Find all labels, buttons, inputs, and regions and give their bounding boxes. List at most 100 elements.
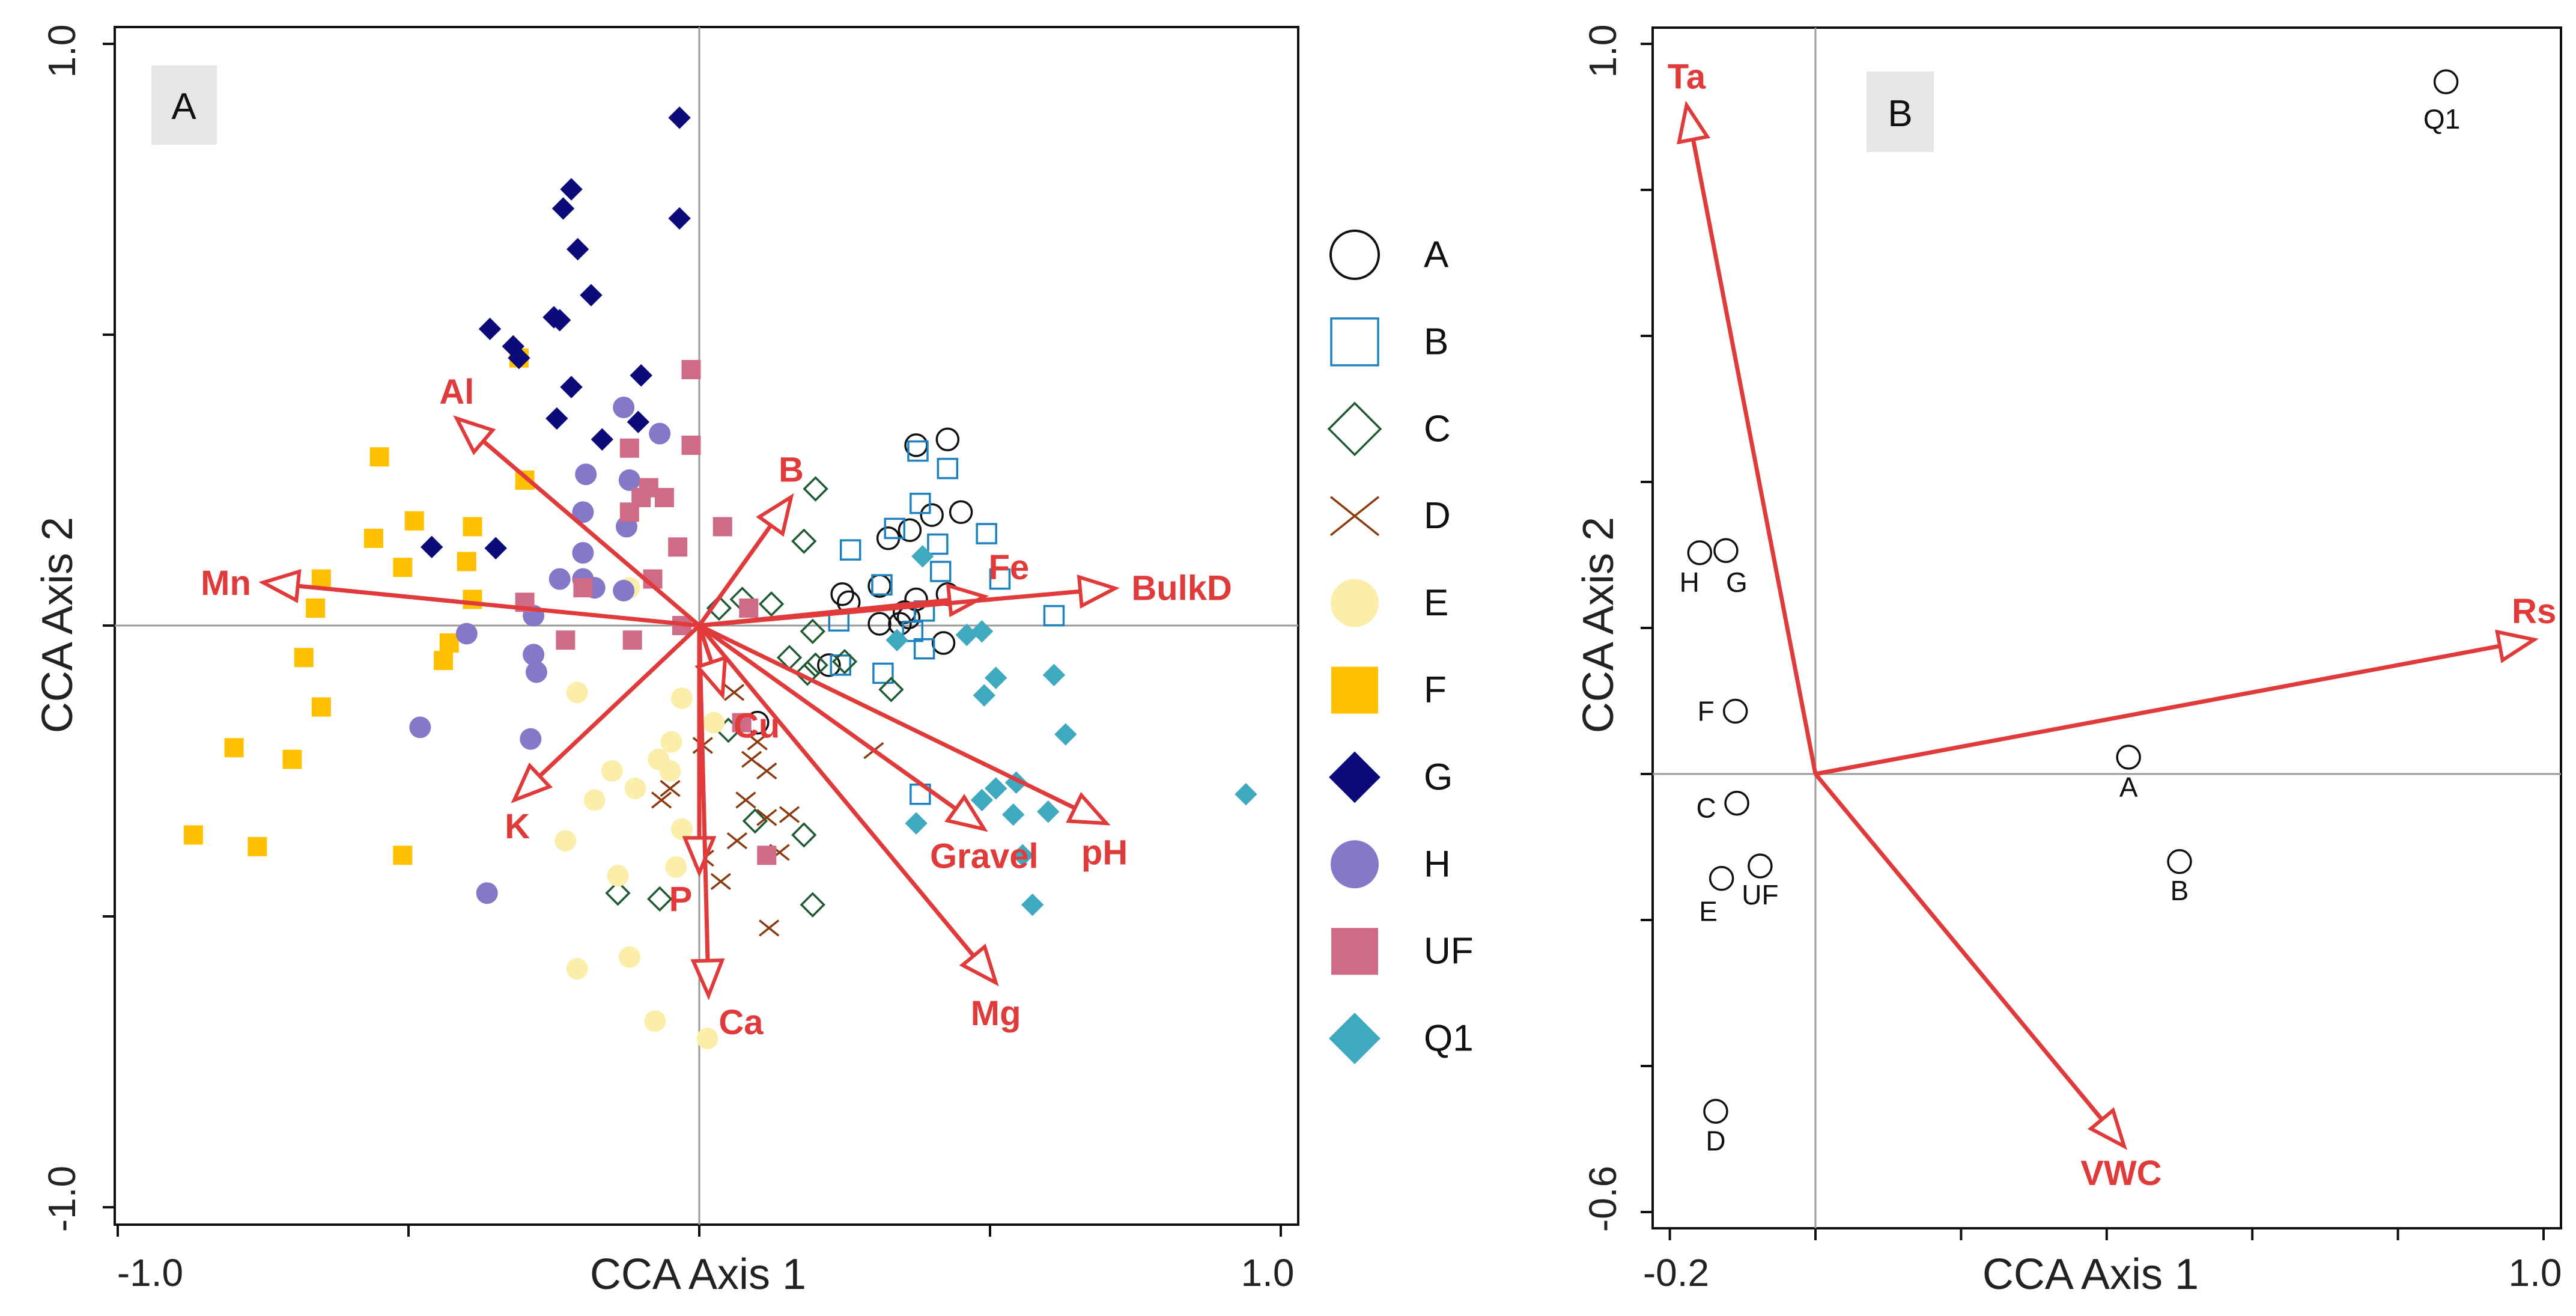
point-a (898, 518, 922, 542)
vector-k-head (511, 762, 553, 803)
point-c (800, 892, 825, 918)
legend-label: UF (1424, 931, 1474, 972)
point-q1 (984, 777, 1007, 800)
point-e (644, 1010, 666, 1032)
vector-ta-head (1677, 100, 1710, 145)
legend-marker-d (1329, 496, 1380, 537)
point-f (393, 558, 413, 577)
site-b-label: B (2170, 875, 2189, 906)
point-h (572, 542, 594, 564)
site-g-label: G (1726, 567, 1748, 598)
point-q1 (1011, 844, 1034, 867)
panel-a-y-axis-title: CCA Axis 2 (34, 517, 82, 733)
point-d (651, 791, 672, 809)
vector-ph-head (1066, 791, 1111, 826)
legend: A B C D E F G H UF Q1 (1327, 230, 1474, 1064)
point-h (575, 463, 597, 486)
panel-b-sites: Q1 H G F C E UF A B D (1680, 69, 2460, 1156)
point-e (696, 1028, 718, 1050)
vector-mg-head (959, 943, 999, 987)
point-q1 (911, 545, 934, 568)
point-q1 (1037, 800, 1060, 823)
point-uf (712, 517, 732, 537)
point-g (560, 376, 583, 398)
legend-item-b: B (1330, 317, 1448, 367)
point-uf (757, 845, 777, 865)
point-b (902, 620, 924, 642)
legend-marker-q1 (1329, 1013, 1381, 1064)
point-a (935, 427, 960, 451)
point-g (591, 428, 614, 451)
panel-a-y-tick-min: -1.0 (40, 1166, 84, 1232)
panel-a-vectors: Mn Al B Fe BulkD K P Ca Mg Gravel pH Cu (201, 373, 1232, 1042)
point-f (434, 651, 454, 671)
point-b (884, 517, 905, 540)
point-g (566, 238, 589, 261)
point-b (929, 561, 952, 582)
vector-cu-label: Cu (734, 707, 780, 746)
legend-marker-c (1327, 401, 1382, 457)
point-f (248, 836, 267, 856)
point-d (756, 762, 777, 780)
point-a (920, 503, 944, 527)
point-g (421, 535, 443, 559)
point-f (439, 633, 459, 653)
point-b (1043, 605, 1065, 627)
point-q1 (970, 620, 994, 643)
site-q1-label: Q1 (2423, 103, 2460, 135)
panel-b: B -0.2 1.0 CCA Axis 1 1.0 -0.6 CCA Axis … (1575, 25, 2562, 1299)
point-uf (732, 713, 752, 733)
vector-al-label: Al (439, 373, 474, 412)
legend-marker-a (1329, 230, 1380, 280)
legend-marker-f (1331, 666, 1378, 714)
point-uf (739, 598, 759, 618)
point-c (605, 880, 631, 906)
vector-p-head (682, 836, 717, 878)
point-e (670, 818, 693, 840)
point-f (311, 697, 331, 717)
point-g (545, 407, 568, 430)
legend-marker-h (1331, 840, 1379, 889)
legend-label: F (1424, 669, 1447, 711)
site-h-marker (1687, 540, 1713, 565)
point-c (706, 595, 732, 621)
point-uf (681, 435, 701, 455)
point-e (618, 946, 640, 968)
point-q1 (970, 788, 994, 812)
panel-a-points (183, 106, 1257, 1050)
vector-al-head (453, 415, 496, 455)
site-f-marker (1722, 698, 1748, 724)
vector-gravel-shaft (697, 624, 958, 811)
point-g (668, 106, 691, 129)
site-e-label: E (1699, 896, 1718, 927)
point-c (758, 591, 785, 617)
point-d (710, 873, 731, 891)
vector-ca-shaft (697, 625, 710, 961)
site-a-label: A (2119, 772, 2138, 803)
point-b (871, 574, 893, 596)
point-e (703, 711, 725, 734)
point-q1 (905, 812, 928, 835)
panel-a-tag-box (151, 65, 217, 145)
vector-ta-label: Ta (1668, 58, 1706, 97)
panel-a-x-tick-max: 1.0 (1241, 1251, 1295, 1294)
point-uf (681, 360, 701, 380)
vector-vwc-head (2088, 1107, 2127, 1150)
vector-mg-label: Mg (971, 994, 1021, 1033)
point-e (624, 778, 646, 800)
legend-item-a: A (1329, 230, 1449, 280)
point-f (404, 511, 424, 531)
point-a (817, 653, 841, 677)
point-c (831, 648, 858, 675)
vector-b-label: B (779, 451, 804, 490)
point-d (723, 684, 745, 701)
point-q1 (955, 623, 978, 647)
point-g (560, 178, 583, 201)
point-c (794, 660, 821, 686)
vector-ta-shaft (1691, 139, 1818, 775)
vector-rs-shaft (1815, 644, 2500, 776)
vector-ca-head (690, 958, 725, 1001)
point-uf (573, 578, 593, 598)
site-f-label: F (1698, 696, 1715, 727)
site-uf-label: UF (1742, 879, 1778, 910)
